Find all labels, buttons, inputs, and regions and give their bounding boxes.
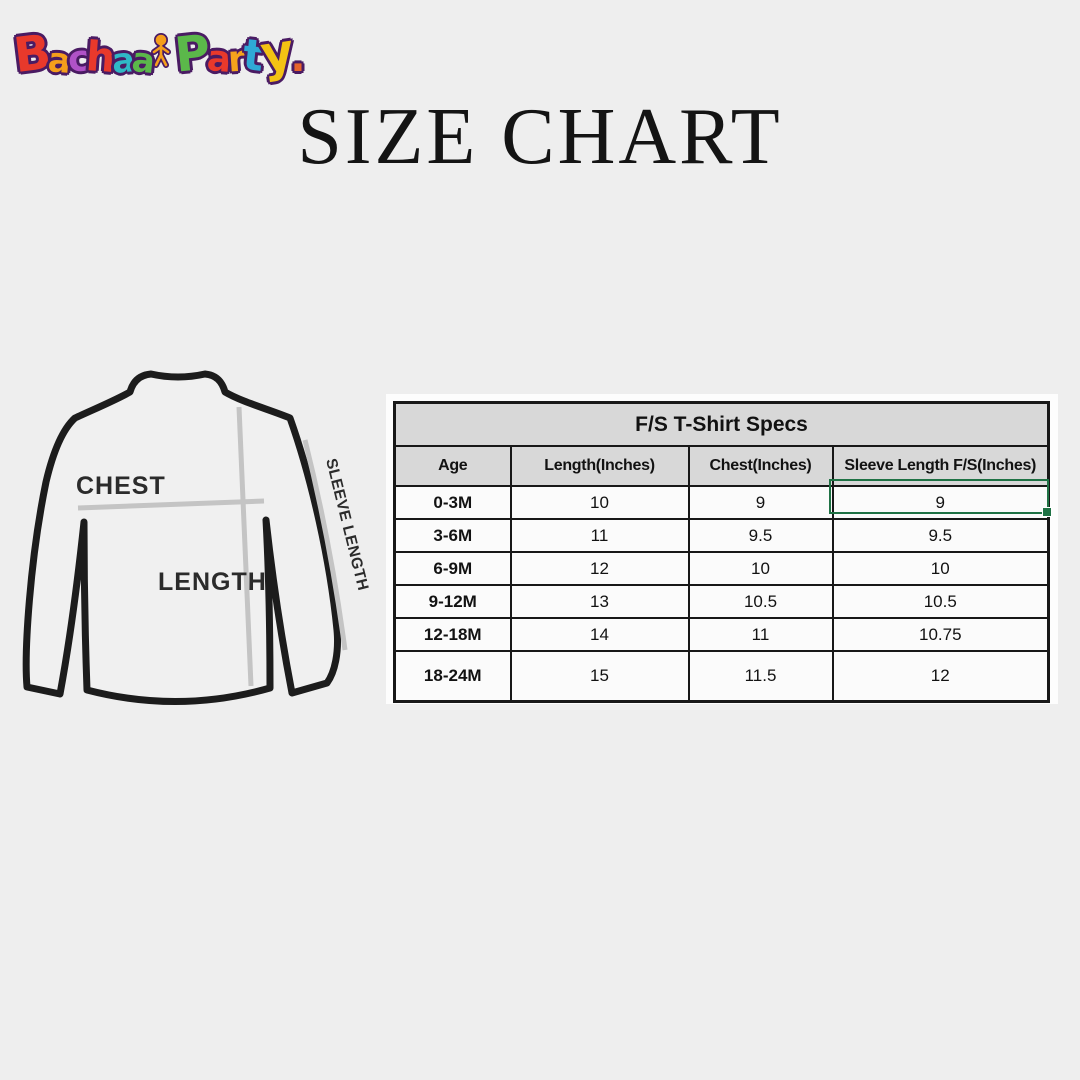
table-row: 9-12M 13 10.5 10.5 — [393, 584, 1050, 619]
logo-letter: a — [130, 39, 158, 83]
length-measure-line — [236, 406, 254, 687]
sleeve-cell: 10.5 — [831, 584, 1050, 619]
length-cell: 13 — [509, 584, 690, 619]
age-cell: 6-9M — [393, 551, 512, 586]
length-cell: 15 — [509, 650, 690, 703]
page-title: SIZE CHART — [297, 93, 783, 181]
logo-letter: . — [290, 35, 306, 81]
column-header-sleeve: Sleeve Length F/S(Inches) — [831, 445, 1050, 487]
logo-letter: y — [256, 22, 298, 84]
length-cell: 11 — [509, 518, 690, 553]
chest-cell: 10 — [687, 551, 834, 586]
chest-cell: 11.5 — [687, 650, 834, 703]
age-cell: 9-12M — [393, 584, 512, 619]
chest-measure-line — [77, 498, 265, 511]
sleeve-cell: 9 — [831, 485, 1050, 520]
length-label: LENGTH — [158, 568, 267, 596]
child-figure-icon — [151, 33, 171, 74]
age-cell: 0-3M — [393, 485, 512, 520]
length-cell: 10 — [509, 485, 690, 520]
shirt-outline — [22, 370, 341, 705]
shirt-diagram: CHEST LENGTH SLEEVE LENGTH — [22, 370, 371, 705]
sleeve-measure-line — [302, 439, 348, 651]
table-title: F/S T-Shirt Specs — [393, 401, 1050, 447]
column-header-length: Length(Inches) — [509, 445, 690, 487]
brand-logo: B a c h a a P a r t y . — [11, 4, 306, 84]
length-cell: 14 — [509, 617, 690, 652]
length-cell: 12 — [509, 551, 690, 586]
sleeve-cell: 12 — [831, 650, 1050, 703]
sleeve-cell: 9.5 — [831, 518, 1050, 553]
table-row: 12-18M 14 11 10.75 — [393, 617, 1050, 652]
sleeve-cell: 10.75 — [831, 617, 1050, 652]
chest-cell: 10.5 — [687, 584, 834, 619]
sleeve-cell: 10 — [831, 551, 1050, 586]
size-spec-table: F/S T-Shirt Specs Age Length(Inches) Che… — [393, 401, 1051, 703]
age-cell: 12-18M — [393, 617, 512, 652]
chest-cell: 11 — [687, 617, 834, 652]
age-cell: 3-6M — [393, 518, 512, 553]
table-row: 6-9M 12 10 10 — [393, 551, 1050, 586]
table-panel: F/S T-Shirt Specs Age Length(Inches) Che… — [386, 394, 1058, 704]
table-row: 3-6M 11 9.5 9.5 — [393, 518, 1050, 553]
chest-cell: 9 — [687, 485, 834, 520]
chest-label: CHEST — [76, 472, 166, 500]
column-header-chest: Chest(Inches) — [687, 445, 834, 487]
chest-cell: 9.5 — [687, 518, 834, 553]
age-cell: 18-24M — [393, 650, 512, 703]
table-row: 0-3M 10 9 9 — [393, 485, 1050, 520]
column-header-age: Age — [393, 445, 512, 487]
table-row: 18-24M 15 11.5 12 — [393, 650, 1050, 703]
